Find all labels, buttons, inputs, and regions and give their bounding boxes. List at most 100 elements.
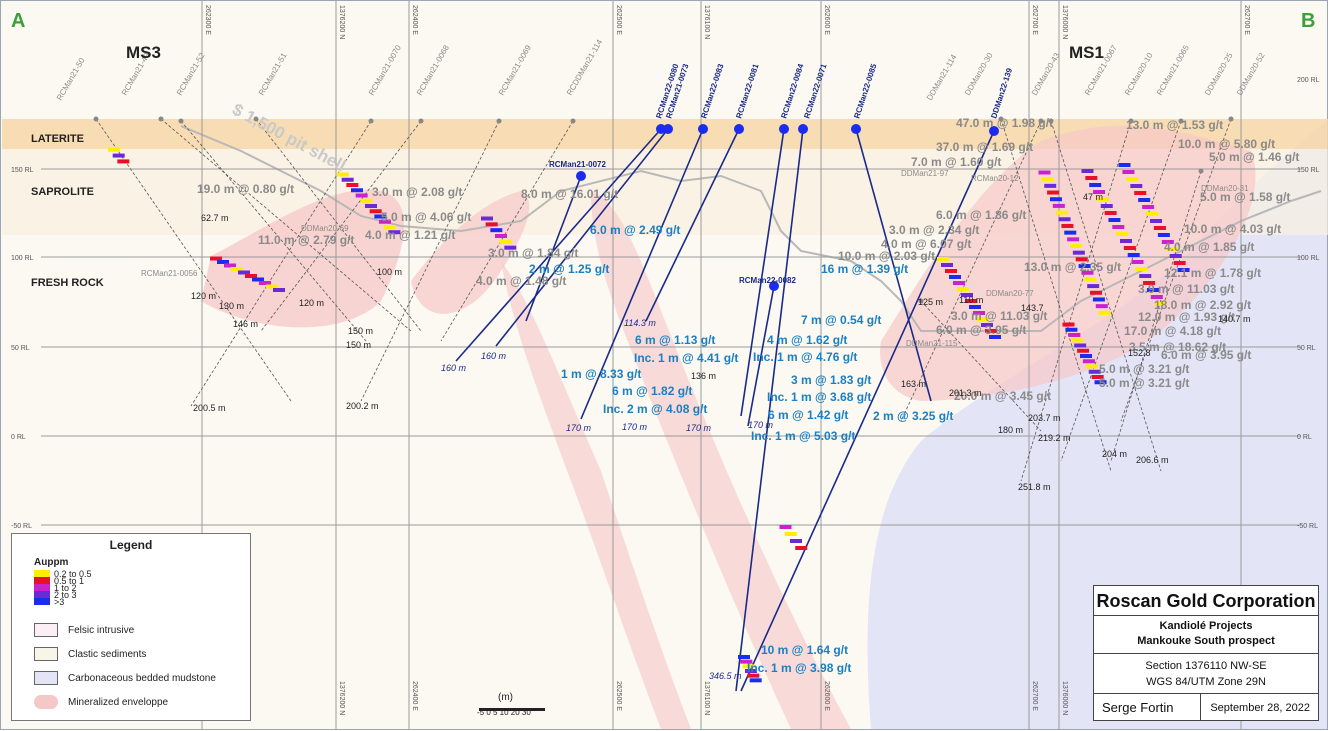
assay-interval [273, 288, 285, 292]
grid-coordinate-label: 1376200 N [338, 5, 345, 39]
historic-intercept-label: 10.0 m @ 4.03 g/t [1184, 222, 1281, 236]
layer-label-saprolite: SAPROLITE [31, 186, 94, 198]
new-collar-marker [851, 124, 861, 134]
historic-intercept-label: 19.0 m @ 0.80 g/t [197, 182, 294, 196]
assay-interval [383, 225, 396, 229]
new-intercept-label: Inc. 1 m @ 3.68 g/t [767, 390, 871, 404]
zone-label-ms3: MS3 [126, 43, 161, 62]
historic-collar-marker [368, 118, 374, 124]
new-depth-label: 160 m [481, 351, 507, 361]
new-drillhole-trace [495, 128, 669, 347]
assay-interval [779, 525, 792, 529]
historic-collar-marker [1178, 118, 1184, 124]
new-intercept-label: Inc. 1 m @ 4.41 g/t [634, 351, 738, 365]
new-collar-marker [779, 124, 789, 134]
assay-interval [1138, 198, 1151, 202]
new-drillhole-trace [580, 128, 704, 420]
new-depth-label: 346.5 m [709, 671, 742, 681]
new-intercept-label: 6.0 m @ 2.49 g/t [590, 223, 680, 237]
rl-label: 150 RL [11, 167, 34, 174]
assay-interval [369, 209, 382, 214]
assay-interval [1082, 359, 1095, 364]
grid-coordinate-label: 262600 E [823, 5, 830, 35]
assay-interval [1085, 364, 1098, 369]
grid-coordinate-label: 262400 E [411, 5, 418, 35]
map-date: September 28, 2022 [1210, 702, 1310, 714]
historic-intercept-label: 5.0 m @ 3.21 g/t [1099, 362, 1189, 376]
new-hole-label: RCMan22-0085 [852, 62, 878, 119]
assay-interval [1090, 290, 1103, 295]
historic-intercept-label: 10.0 m @ 5.80 g/t [1178, 137, 1275, 151]
historic-collar-marker [1228, 116, 1234, 122]
historic-hole-label: RCMan21-0069 [497, 43, 533, 97]
historic-hole-label: RCMan21-51 [257, 51, 289, 97]
historic-depth-label: 163 m [901, 379, 926, 389]
historic-depth-label: 180 m [998, 425, 1023, 435]
historic-depth-label: 130 m [219, 301, 244, 311]
historic-intercept-label: 3.0 m @ 2.08 g/t [372, 185, 462, 199]
assay-interval [1068, 333, 1081, 337]
historic-intercept-label: 13.0 m @ 1.53 g/t [1126, 118, 1223, 132]
historic-hole-label: DDMan20-25 [1203, 51, 1235, 97]
assay-interval [1150, 219, 1162, 223]
new-drillhole-trace [525, 175, 582, 322]
historic-intercept-label: 7.0 m @ 1.60 g/t [911, 155, 1001, 169]
new-drillhole-trace [740, 128, 785, 417]
historic-depth-label: 152.8 [1128, 348, 1151, 358]
assay-interval [965, 299, 977, 303]
assay-interval [1094, 380, 1107, 385]
assay-interval [738, 655, 750, 659]
historic-collar-marker [1128, 118, 1134, 124]
company-name: Roscan Gold Corporation [1094, 586, 1318, 616]
historic-drillhole-trace [190, 120, 372, 407]
rl-labels: 150 RL 100 RL 50 RL 0 RL -50 RL 200 RL 150 RL 1… [11, 77, 1320, 530]
historic-collar-marker [570, 118, 576, 124]
layer-label-laterite: LATERITE [31, 133, 84, 145]
historic-depth-label: 120 m [191, 291, 216, 301]
assay-interval [747, 673, 760, 678]
assay-interval [112, 153, 125, 158]
new-intercept-label: Inc. 2 m @ 4.08 g/t [603, 402, 707, 416]
assay-interval [108, 147, 120, 152]
assay-interval [337, 172, 349, 177]
historic-intercept-label: 4.0 m @ 1.85 g/t [1164, 240, 1254, 254]
historic-intercept-label: 47.0 m @ 1.98 g/t [956, 116, 1053, 130]
assay-interval [937, 257, 949, 261]
assay-interval [504, 245, 517, 250]
mineralized-envelope [201, 189, 405, 328]
historic-hole-label: DDMan21-97 [901, 169, 949, 178]
assay-interval [1067, 237, 1080, 242]
assay-interval [1085, 176, 1098, 180]
legend-grade-label: 0.2 to 0.5 [54, 569, 92, 579]
historic-drillhole-trace [1110, 170, 1202, 462]
historic-drillhole-trace [1060, 120, 1182, 462]
new-intercept-label: 6 m @ 1.42 g/t [768, 408, 848, 422]
assay-interval [259, 281, 271, 285]
new-intercept-label: Inc. 1 m @ 4.76 g/t [753, 350, 857, 364]
historic-hole-label: RCMan20-12 [971, 174, 1019, 183]
layer-label-fresh-rock: FRESH ROCK [31, 277, 104, 289]
assay-interval [969, 305, 981, 309]
new-collar-marker [663, 124, 673, 134]
new-collar-marker [698, 124, 708, 134]
new-intercept-label: 16 m @ 1.39 g/t [821, 262, 908, 276]
rl-label: -50 RL [1297, 523, 1318, 530]
assay-interval [742, 664, 755, 669]
assay-interval [740, 659, 753, 664]
assay-interval [1080, 354, 1092, 358]
new-depth-label: 170 m [748, 420, 774, 430]
assay-interval [217, 260, 229, 264]
historic-intercept-label: 12.0 m @ 1.93 g/t [1138, 310, 1235, 324]
grid-coordinate-label: 1376000 N [1061, 681, 1068, 715]
assay-interval [266, 284, 278, 289]
new-collar-marker [576, 171, 586, 181]
rl-label: 100 RL [1297, 255, 1320, 262]
assay-interval [1072, 250, 1085, 255]
new-drillhole-trace [645, 128, 740, 322]
historic-drillhole-trace [440, 120, 574, 342]
historic-depth-label: 47 m [1083, 192, 1103, 202]
new-drillholes [455, 124, 999, 692]
historic-intercept-label: 3.0 m @ 2.34 g/t [889, 223, 979, 237]
legend-unit-label: Felsic intrusive [68, 625, 135, 636]
